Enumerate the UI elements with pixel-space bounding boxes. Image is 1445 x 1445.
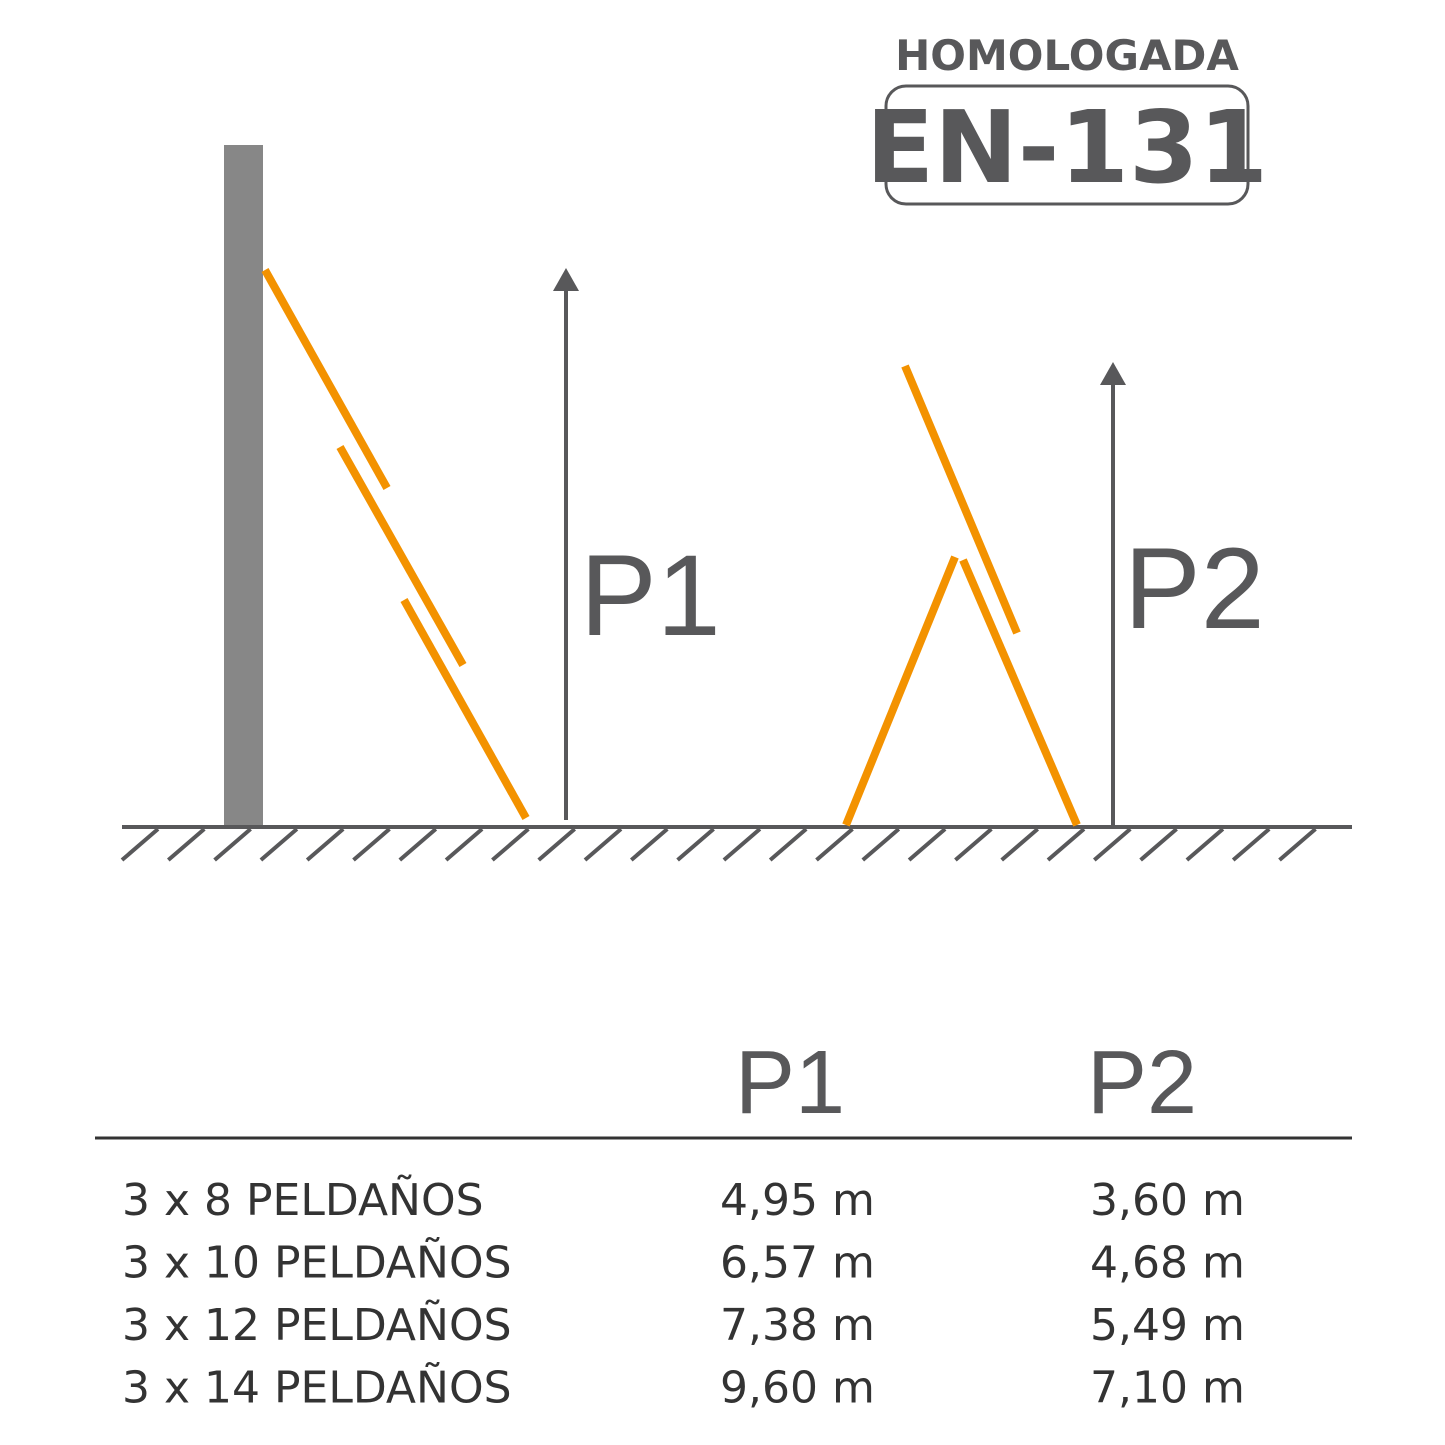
hatch-line: [1000, 827, 1040, 862]
ground: [120, 825, 1352, 862]
cell-value: 3,60 m: [1090, 1175, 1245, 1226]
hatch-line: [259, 827, 299, 862]
hatch-line: [954, 827, 993, 862]
arrow-head: [553, 268, 579, 291]
hatch-line: [444, 827, 484, 862]
ladder-section: [959, 558, 1081, 827]
diagram-label: P1: [580, 532, 721, 660]
column-header: P1: [735, 1033, 845, 1133]
hatch-line: [352, 827, 391, 862]
hatch-line: [1046, 827, 1086, 862]
hatch-line: [537, 827, 577, 862]
hatch-line: [213, 827, 252, 862]
cell-value: 7,38 m: [720, 1300, 875, 1351]
hatch-line: [491, 827, 530, 862]
hatch-line: [583, 827, 623, 862]
wall: [224, 145, 263, 825]
cell-value: 9,60 m: [720, 1363, 875, 1414]
badge: [884, 84, 1250, 206]
ladder-section: [336, 445, 467, 667]
hatch-line: [398, 827, 438, 862]
standard: EN-131: [866, 89, 1268, 206]
cell-value: 5,49 m: [1090, 1300, 1245, 1351]
hatch-line: [815, 827, 854, 862]
hatch-line: [768, 827, 808, 862]
hatch-line: [629, 827, 669, 862]
hatch-line: [1092, 827, 1132, 862]
hatch-line: [676, 827, 715, 862]
hatch-line: [305, 827, 345, 862]
row-label: 3 x 14 PELDAÑOS: [122, 1362, 512, 1414]
hatch-line: [907, 827, 947, 862]
hatch-line: [1231, 827, 1271, 862]
ladder-section: [842, 555, 959, 827]
hatch-line: [1185, 827, 1225, 862]
hatch-line: [1278, 827, 1317, 862]
hatch-line: [120, 827, 160, 862]
hatch-line: [861, 827, 901, 862]
ladder-section: [901, 364, 1021, 635]
arrow-head: [1100, 362, 1126, 385]
certification: HOMOLOGADA: [895, 31, 1239, 80]
ladder-section: [261, 268, 391, 490]
column-header: P2: [1087, 1033, 1197, 1133]
row-label: 3 x 12 PELDAÑOS: [122, 1299, 512, 1351]
row-label: 3 x 10 PELDAÑOS: [122, 1237, 512, 1289]
hatch-line: [166, 827, 206, 862]
row-label: 3 x 8 PELDAÑOS: [122, 1174, 484, 1226]
cell-value: 6,57 m: [720, 1238, 875, 1289]
cell-value: 7,10 m: [1090, 1363, 1245, 1414]
diagram-label: P2: [1124, 525, 1265, 653]
hatch-line: [722, 827, 762, 862]
ladder-section: [400, 598, 530, 820]
cell-value: 4,95 m: [720, 1175, 875, 1226]
cell-value: 4,68 m: [1090, 1238, 1245, 1289]
table-body: 3 x 8 PELDAÑOS 4,95 m 3,60 m 3 x 10 PELDAÑO…: [122, 1174, 1245, 1414]
hatch-line: [1139, 827, 1178, 862]
